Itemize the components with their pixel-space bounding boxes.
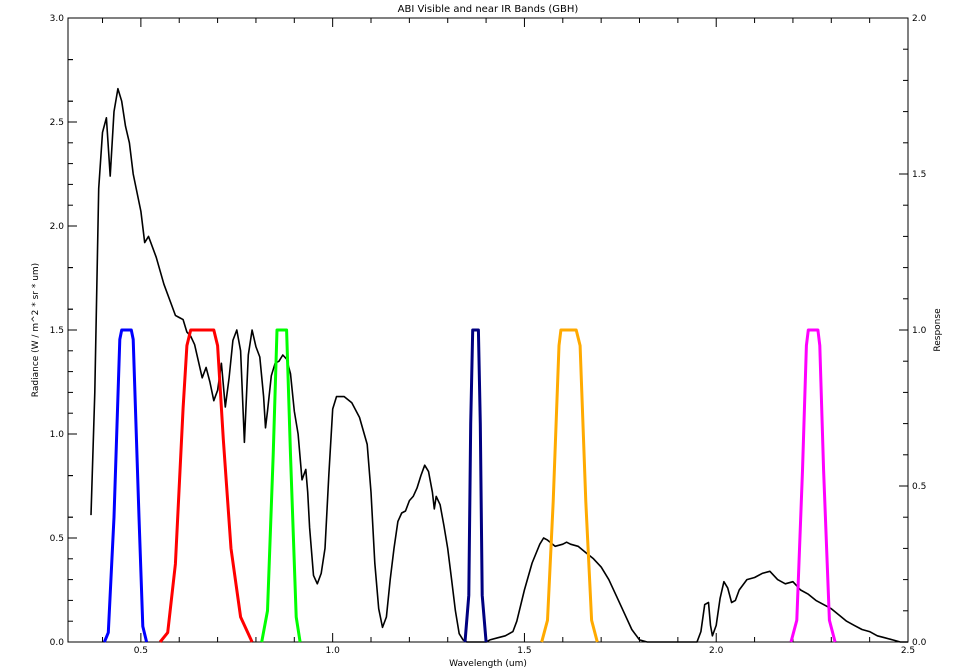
x-tick-label: 1.0 [325,646,340,656]
radiance-line [90,87,908,643]
y-axis-label: Radiance (W / m^2 * sr * um) [31,263,41,397]
y-tick-label: 1.0 [50,430,65,440]
band-response-line [158,328,254,643]
y2-tick-label: 0.0 [912,638,927,648]
y-tick-label: 2.5 [50,118,64,128]
band-response-line [103,328,149,643]
y-tick-label: 3.0 [50,14,65,24]
x-tick-label: 2.5 [901,646,915,656]
band-response-line [260,328,302,643]
band-response-line [463,328,488,643]
x-tick-label: 0.5 [134,646,148,656]
x-axis-label: Wavelength (um) [449,659,527,669]
y2-axis-label: Response [933,308,943,352]
y-tick-label: 0.5 [50,534,64,544]
band-response-line [540,328,599,643]
y-tick-label: 1.5 [50,326,64,336]
band-response-line [789,328,837,643]
x-tick-label: 2.0 [709,646,724,656]
y2-tick-label: 2.0 [912,14,927,24]
y-tick-label: 2.0 [50,222,65,232]
series-layer [90,87,908,643]
y2-tick-label: 1.5 [912,170,926,180]
y2-tick-label: 0.5 [912,482,926,492]
axis-tick-labels: 0.5 1.0 1.5 2.0 2.50.00.51.01.52.02.53.00.00… [50,14,927,656]
x-tick-label: 1.5 [517,646,531,656]
y2-tick-label: 1.0 [912,326,927,336]
axis-ticks [68,17,909,643]
y-tick-label: 0.0 [50,638,65,648]
chart-title: ABI Visible and near IR Bands (GBH) [398,4,579,15]
